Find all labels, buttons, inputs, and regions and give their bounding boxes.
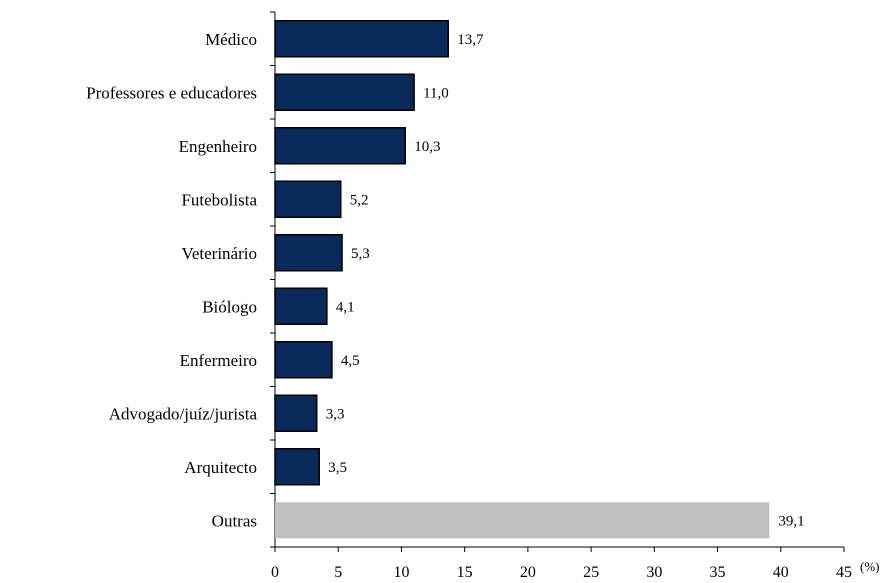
category-label: Veterinário [181, 244, 257, 263]
bar [274, 127, 406, 165]
x-tick-label: 0 [271, 564, 279, 581]
value-label: 4,1 [336, 299, 355, 315]
value-label: 10,3 [414, 139, 440, 155]
x-tick-label: 45 [836, 564, 852, 581]
x-tick-label: 5 [334, 564, 342, 581]
bar [274, 73, 415, 111]
category-label: Enfermeiro [180, 351, 257, 370]
value-label: 3,5 [328, 460, 347, 476]
bar [274, 234, 343, 272]
bar [274, 394, 318, 432]
category-labels: Médico Professores e educadores Engenheiro… [86, 11, 275, 548]
category-label: Professores e educadores [86, 83, 257, 102]
category-label: Arquitecto [184, 458, 257, 477]
bar [274, 20, 449, 58]
category-label: Futebolista [181, 190, 257, 209]
value-label: 4,5 [341, 353, 360, 369]
x-tick-label: 35 [710, 564, 726, 581]
x-tick-label: 20 [520, 564, 536, 581]
category-label: Engenheiro [179, 137, 257, 156]
bar [274, 287, 328, 325]
category-label: Outras [212, 511, 257, 530]
x-tick-label: 10 [393, 564, 409, 581]
bar [274, 180, 342, 218]
x-tick-label: 15 [457, 564, 473, 581]
value-label: 5,2 [350, 192, 369, 208]
category-label: Biólogo [202, 297, 257, 316]
value-labels: 13,7 11,0 10,3 5,2 5,3 4,1 4,5 3,3 3,5 39,1 [326, 32, 805, 530]
value-label: 3,3 [326, 406, 345, 422]
x-ticks: 0 5 10 15 20 25 30 35 40 45 [271, 547, 852, 581]
category-label: Médico [205, 30, 257, 49]
bar [274, 341, 333, 379]
x-tick-label: 25 [583, 564, 599, 581]
bars [274, 20, 770, 539]
category-label: Advogado/juíz/jurista [109, 404, 258, 423]
x-axis-unit: (%) [860, 559, 880, 574]
value-label: 5,3 [351, 246, 370, 262]
value-label: 11,0 [423, 85, 449, 101]
bar [275, 502, 770, 539]
bar [274, 448, 321, 486]
value-label: 13,7 [457, 32, 484, 48]
x-tick-label: 40 [773, 564, 789, 581]
value-label: 39,1 [778, 513, 804, 529]
x-tick-label: 30 [646, 564, 662, 581]
